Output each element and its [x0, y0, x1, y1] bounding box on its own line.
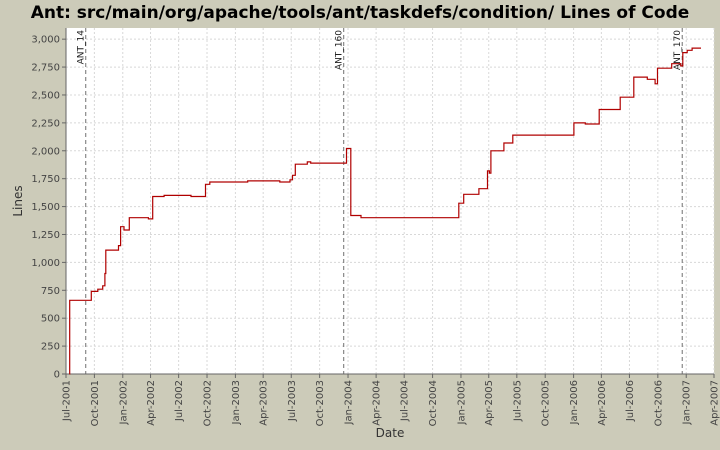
release-marker-label: ANT_170: [673, 30, 683, 70]
x-tick-label: Apr-2005: [484, 380, 495, 426]
x-tick-label: Jan-2004: [344, 380, 355, 425]
x-tick-label: Oct-2004: [428, 380, 439, 426]
x-tick-label: Jan-2006: [569, 380, 580, 425]
y-axis-label: Lines: [11, 185, 25, 216]
x-axis: Jul-2001 Oct-2001 Jan-2002 Apr-2002 Jul-2002…: [62, 373, 720, 426]
y-tick-label: 500: [41, 314, 60, 325]
y-tick-label: 3,000: [31, 35, 60, 46]
plot-area: [66, 28, 714, 374]
y-tick-label: 1,000: [31, 258, 60, 269]
x-tick-label: Oct-2006: [653, 380, 664, 426]
y-tick-label: 2,500: [31, 90, 60, 101]
x-tick-label: Jan-2005: [456, 380, 467, 425]
x-tick-label: Jul-2001: [62, 380, 73, 422]
grid-layer: [65, 28, 715, 375]
x-tick-label: Jan-2003: [231, 380, 242, 425]
y-tick-label: 750: [41, 286, 60, 297]
y-tick-label: 1,500: [31, 202, 60, 213]
y-tick-label: 2,250: [31, 118, 60, 129]
x-tick-label: Apr-2003: [259, 380, 270, 426]
y-tick-label: 250: [41, 342, 60, 353]
x-tick-label: Apr-2006: [597, 380, 608, 426]
x-tick-label: Oct-2001: [90, 380, 101, 426]
y-axis: 0 250 500 750 1,000 1,250 1,500 1,750 2,000 2,250…: [31, 28, 67, 381]
release-markers: ANT_14 ANT_160 ANT_170: [77, 28, 683, 374]
x-tick-label: Apr-2007: [710, 380, 720, 426]
x-axis-label: Date: [376, 426, 405, 440]
release-marker-label: ANT_14: [77, 30, 87, 65]
x-tick-label: Jul-2005: [512, 380, 523, 422]
x-tick-label: Apr-2004: [372, 380, 383, 426]
series-line: [69, 47, 701, 375]
x-tick-label: Jan-2007: [682, 380, 693, 425]
x-tick-label: Oct-2003: [315, 380, 326, 426]
y-tick-label: 2,000: [31, 146, 60, 157]
x-tick-label: Jul-2003: [287, 380, 298, 422]
x-tick-label: Jul-2004: [400, 380, 411, 422]
y-tick-label: 1,250: [31, 230, 60, 241]
x-tick-label: Apr-2002: [146, 380, 157, 426]
y-tick-label: 1,750: [31, 174, 60, 185]
release-marker-label: ANT_160: [335, 30, 345, 70]
x-tick-label: Jan-2002: [118, 380, 129, 425]
x-tick-label: Jul-2006: [625, 380, 636, 422]
y-tick-label: 2,750: [31, 63, 60, 74]
x-tick-label: Oct-2002: [203, 380, 214, 426]
x-tick-label: Jul-2002: [174, 380, 185, 422]
chart-title: Ant: src/main/org/apache/tools/ant/taskd…: [30, 3, 690, 23]
y-tick-label: 0: [54, 370, 60, 381]
x-tick-label: Oct-2005: [541, 380, 552, 426]
